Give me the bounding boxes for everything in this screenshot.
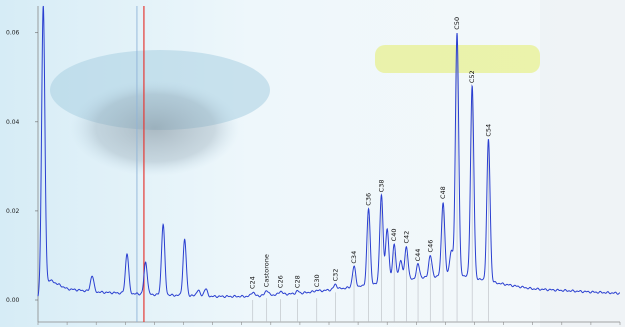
y-tick-label: 0.04 [6, 119, 20, 126]
peak-label: C40 [390, 229, 398, 242]
y-tick-label: 0.02 [6, 208, 20, 215]
peak-label: C46 [426, 240, 434, 253]
peak-label: C38 [377, 180, 385, 193]
axes: 0.06 0.04 0.02 0.00 [6, 6, 621, 325]
peak-label: C48 [439, 186, 447, 199]
chromatogram-trace [37, 5, 621, 299]
peak-label: C26 [277, 275, 285, 288]
peak-label: C50 [453, 17, 461, 30]
peak-label: C44 [414, 249, 422, 262]
vertical-markers [136, 6, 145, 322]
peak-labels: C24 Castorone C26 C28 C30 C32 C34 C36 C38 C40 C42 C… [249, 17, 493, 289]
peak-label: C36 [365, 193, 373, 206]
peak-label: C34 [350, 251, 358, 264]
background-lens [70, 80, 240, 176]
y-tick-label: 0.06 [6, 30, 20, 37]
peak-label: C24 [249, 276, 257, 289]
peak-label: C54 [484, 124, 492, 137]
peak-label: C28 [294, 275, 302, 288]
y-tick-label: 0.00 [6, 297, 20, 304]
peak-label: C30 [313, 274, 321, 287]
peak-label: C42 [402, 231, 410, 244]
peak-label: C52 [468, 70, 476, 83]
peak-label: Castorone [263, 254, 271, 287]
peak-drop-lines [252, 40, 489, 322]
background-panel [540, 0, 625, 327]
peak-label: C32 [331, 269, 339, 282]
